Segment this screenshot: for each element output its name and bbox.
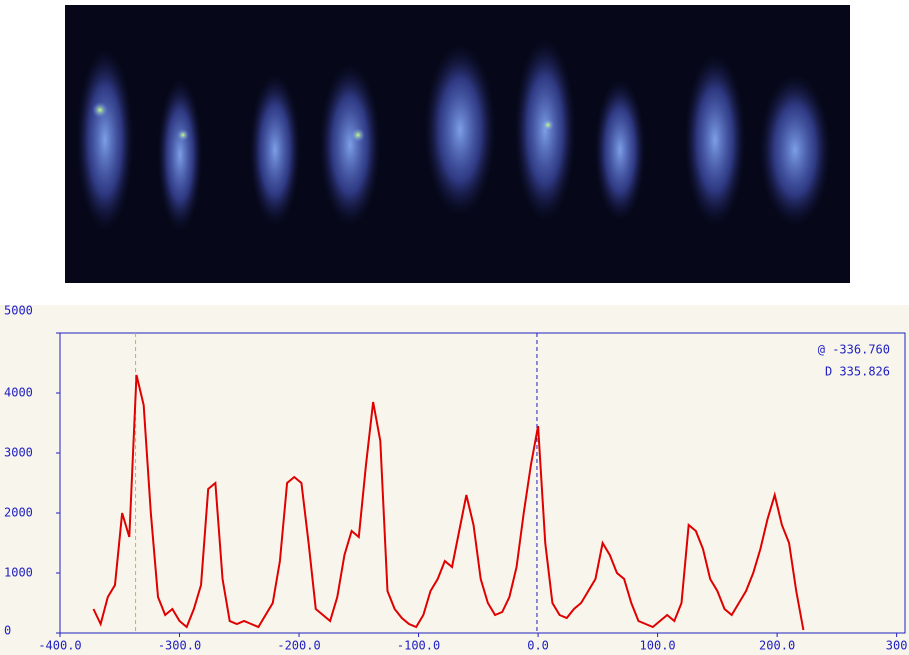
x-tick-label: -100.0 [397, 639, 440, 653]
y-tick-label: 5000 [4, 304, 33, 318]
y-tick-label: 3000 [4, 446, 33, 460]
band [250, 75, 300, 225]
plot-frame [59, 332, 906, 634]
band [158, 80, 202, 230]
x-tick-label: -300.0 [158, 639, 201, 653]
band [425, 45, 495, 215]
band [595, 80, 645, 220]
hot-spot [351, 128, 365, 142]
cursor-annotation: @ -336.760 [818, 343, 890, 357]
y-tick-label: 2000 [4, 506, 33, 520]
x-tick-label: 300 [886, 639, 908, 653]
band [685, 55, 745, 225]
hot-spot [177, 129, 189, 141]
band [760, 75, 830, 225]
plot-background [0, 305, 909, 655]
band [320, 65, 380, 225]
x-tick-label: 200.0 [759, 639, 795, 653]
x-tick-label: 0.0 [527, 639, 549, 653]
data-line [92, 374, 805, 631]
micrograph [65, 5, 850, 283]
band [77, 50, 133, 230]
hot-spot [92, 102, 108, 118]
y-tick-label: 0 [4, 624, 11, 638]
delta-annotation: D 335.826 [825, 365, 890, 379]
x-tick-label: -400.0 [38, 639, 81, 653]
x-tick-label: -200.0 [277, 639, 320, 653]
x-tick-label: 100.0 [640, 639, 676, 653]
hot-spot [542, 119, 554, 131]
y-tick-label: 1000 [4, 566, 33, 580]
y-tick-label: 4000 [4, 386, 33, 400]
